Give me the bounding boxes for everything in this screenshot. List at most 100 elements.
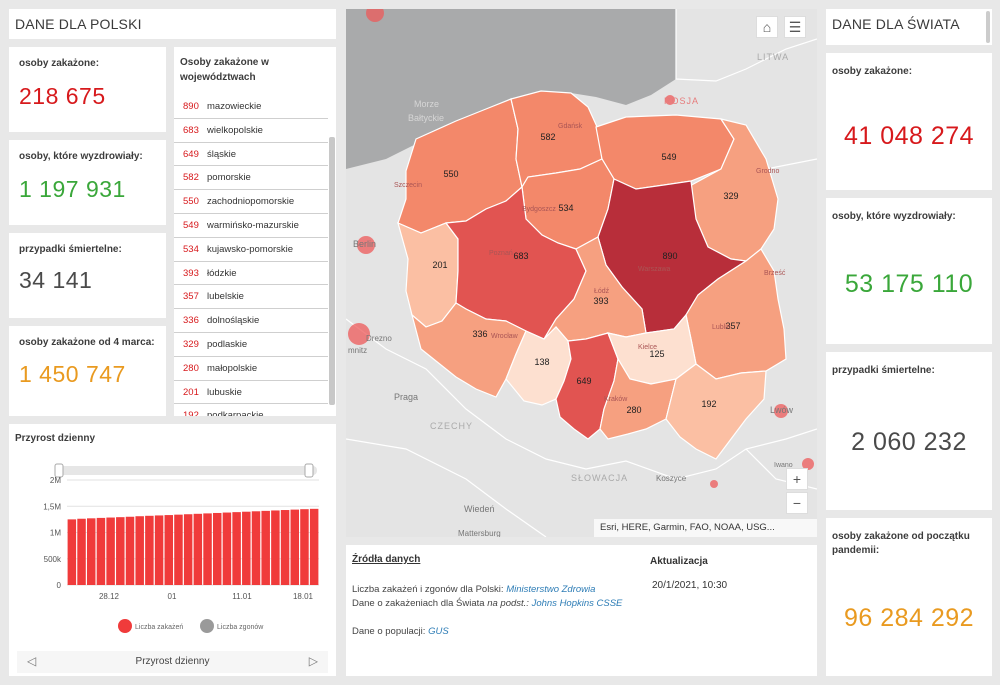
world-since-value: 96 284 292 xyxy=(843,604,975,632)
chart-y-tick: 1M xyxy=(50,529,61,538)
voivodeship-list-panel: Osoby zakażone w województwach 890 mazowi… xyxy=(174,47,336,416)
zoom-out-button[interactable]: − xyxy=(786,492,808,514)
chart-bar[interactable] xyxy=(135,516,144,585)
home-icon[interactable]: ⌂ xyxy=(756,16,778,38)
list-item-name: łódzkie xyxy=(207,267,237,279)
chart-bar[interactable] xyxy=(106,517,115,585)
poland-recovered-card: osoby, które wyzdrowiały: 1 197 931 xyxy=(9,140,166,225)
chart-bar[interactable] xyxy=(164,515,174,585)
list-item[interactable]: 336 dolnośląskie xyxy=(174,309,328,333)
chart-bar[interactable] xyxy=(222,512,232,585)
list-item[interactable]: 550 zachodniopomorskie xyxy=(174,190,328,214)
chart-range-handle-right[interactable] xyxy=(304,463,314,478)
list-item[interactable]: 393 łódzkie xyxy=(174,262,328,286)
chart-bar[interactable] xyxy=(251,511,261,585)
world-header-scrollbar[interactable] xyxy=(986,11,990,43)
chart-bar[interactable] xyxy=(96,517,106,585)
label-czechy: CZECHY xyxy=(430,421,473,431)
place-labels: Morze Bałtyckie LITWA ROSJA CZECHY SŁOWA… xyxy=(348,52,794,537)
chart-bar[interactable] xyxy=(174,514,183,585)
voivodeship-list[interactable]: 890 mazowieckie 683 wielkopolskie 649 śląskie… xyxy=(174,95,328,416)
chart-bar[interactable] xyxy=(116,517,125,585)
chart-x-tick: 18.01 xyxy=(293,592,314,601)
chart-bar[interactable] xyxy=(125,516,135,585)
world-recovered-label: osoby, które wyzdrowiały: xyxy=(832,211,956,222)
chart-bar[interactable] xyxy=(242,511,251,585)
map-panel[interactable]: 550 582 549 329 534 201 683 890 393 357 … xyxy=(346,9,817,537)
value-mazowieckie: 890 xyxy=(662,251,677,261)
list-item-name: podlaskie xyxy=(207,338,248,350)
legend-deaths-label[interactable]: Liczba zgonów xyxy=(217,624,264,631)
chart-bar[interactable] xyxy=(145,515,154,585)
list-item[interactable]: 201 lubuskie xyxy=(174,381,328,405)
source-line-world: Dane o zakażeniach dla Świata na podst.:… xyxy=(352,597,632,610)
map-svg[interactable]: 550 582 549 329 534 201 683 890 393 357 … xyxy=(346,9,817,537)
chart-x-tick: 28.12 xyxy=(99,592,120,601)
source-link-gus[interactable]: GUS xyxy=(428,626,449,637)
chart-bar[interactable] xyxy=(77,518,86,585)
legend-deaths-marker[interactable] xyxy=(200,619,214,633)
sources-panel: Źródła danych Liczba zakażeń i zgonów dl… xyxy=(346,545,817,676)
list-item[interactable]: 534 kujawsko-pomorskie xyxy=(174,238,328,262)
zoom-in-button[interactable]: + xyxy=(786,468,808,490)
region-podkarpackie[interactable] xyxy=(665,363,767,460)
list-item[interactable]: 549 warmińsko-mazurskie xyxy=(174,214,328,238)
chart-bar[interactable] xyxy=(67,519,77,585)
list-item[interactable]: 649 śląskie xyxy=(174,143,328,167)
list-item[interactable]: 192 podkarpackie xyxy=(174,404,328,416)
legend-infected-marker[interactable] xyxy=(118,619,132,633)
legend-list-icon[interactable]: ☰ xyxy=(784,16,806,38)
bubble-rosja[interactable] xyxy=(665,95,675,105)
daily-chart-title: Przyrost dzienny xyxy=(15,433,96,444)
label-mattersburg: Mattersburg xyxy=(458,529,501,537)
value-podlaskie: 329 xyxy=(723,191,738,201)
list-item-name: pomorskie xyxy=(207,172,251,184)
bubble-berlin[interactable] xyxy=(357,236,375,254)
bubble-lwow[interactable] xyxy=(774,404,788,418)
chart-bar[interactable] xyxy=(86,518,96,585)
source-link-jhu[interactable]: Johns Hopkins CSSE xyxy=(531,598,623,609)
list-item[interactable]: 890 mazowieckie xyxy=(174,95,328,119)
voivodeship-list-scrollbar[interactable] xyxy=(329,137,335,405)
legend-infected-label[interactable]: Liczba zakażeń xyxy=(135,624,183,631)
list-item[interactable]: 683 wielkopolskie xyxy=(174,119,328,143)
poland-deaths-card: przypadki śmiertelne: 34 141 xyxy=(9,233,166,318)
list-item[interactable]: 329 podlaskie xyxy=(174,333,328,357)
chart-bar[interactable] xyxy=(154,515,164,585)
chart-bar[interactable] xyxy=(193,513,203,585)
chart-bar[interactable] xyxy=(203,513,212,585)
label-lodz: Łódź xyxy=(594,288,610,295)
bubble-koszyce[interactable] xyxy=(710,480,718,488)
chevron-right-icon[interactable]: ▷ xyxy=(308,654,318,668)
chart-y-tick: 2M xyxy=(50,476,61,485)
chart-bar[interactable] xyxy=(232,512,241,585)
list-item[interactable]: 357 lubelskie xyxy=(174,285,328,310)
source-link-mz[interactable]: Ministerstwo Zdrowia xyxy=(506,584,596,595)
bubble-iwano[interactable] xyxy=(802,458,814,470)
chart-range-handle-left[interactable] xyxy=(54,463,64,478)
chart-x-tick: 11.01 xyxy=(232,592,252,601)
chart-bar[interactable] xyxy=(309,508,319,585)
source-line-world-ital: na podst.: xyxy=(487,598,532,609)
bubble-north[interactable] xyxy=(366,9,384,22)
chart-y-tick: 500k xyxy=(44,555,62,564)
chart-bar[interactable] xyxy=(261,510,270,585)
chart-range-slider[interactable] xyxy=(59,466,317,475)
label-iwano: Iwano xyxy=(774,462,793,469)
chevron-left-icon[interactable]: ◁ xyxy=(27,654,37,668)
value-malopolskie: 280 xyxy=(626,405,641,415)
chart-bar[interactable] xyxy=(183,514,193,585)
chart-bar[interactable] xyxy=(271,510,280,585)
list-item-value: 582 xyxy=(183,172,199,184)
bubble-drezno[interactable] xyxy=(348,323,370,345)
chart-footer: ◁ Przyrost dzienny ▷ xyxy=(17,651,328,673)
world-deaths-label: przypadki śmiertelne: xyxy=(832,365,935,376)
chart-bar[interactable] xyxy=(290,509,300,585)
value-wielkopolskie: 683 xyxy=(513,251,528,261)
chart-bar[interactable] xyxy=(300,509,309,585)
chart-bar[interactable] xyxy=(212,512,222,585)
list-item[interactable]: 280 małopolskie xyxy=(174,357,328,381)
chart-bar[interactable] xyxy=(280,510,290,585)
chart-x-tick: 01 xyxy=(168,592,177,601)
list-item[interactable]: 582 pomorskie xyxy=(174,166,328,191)
